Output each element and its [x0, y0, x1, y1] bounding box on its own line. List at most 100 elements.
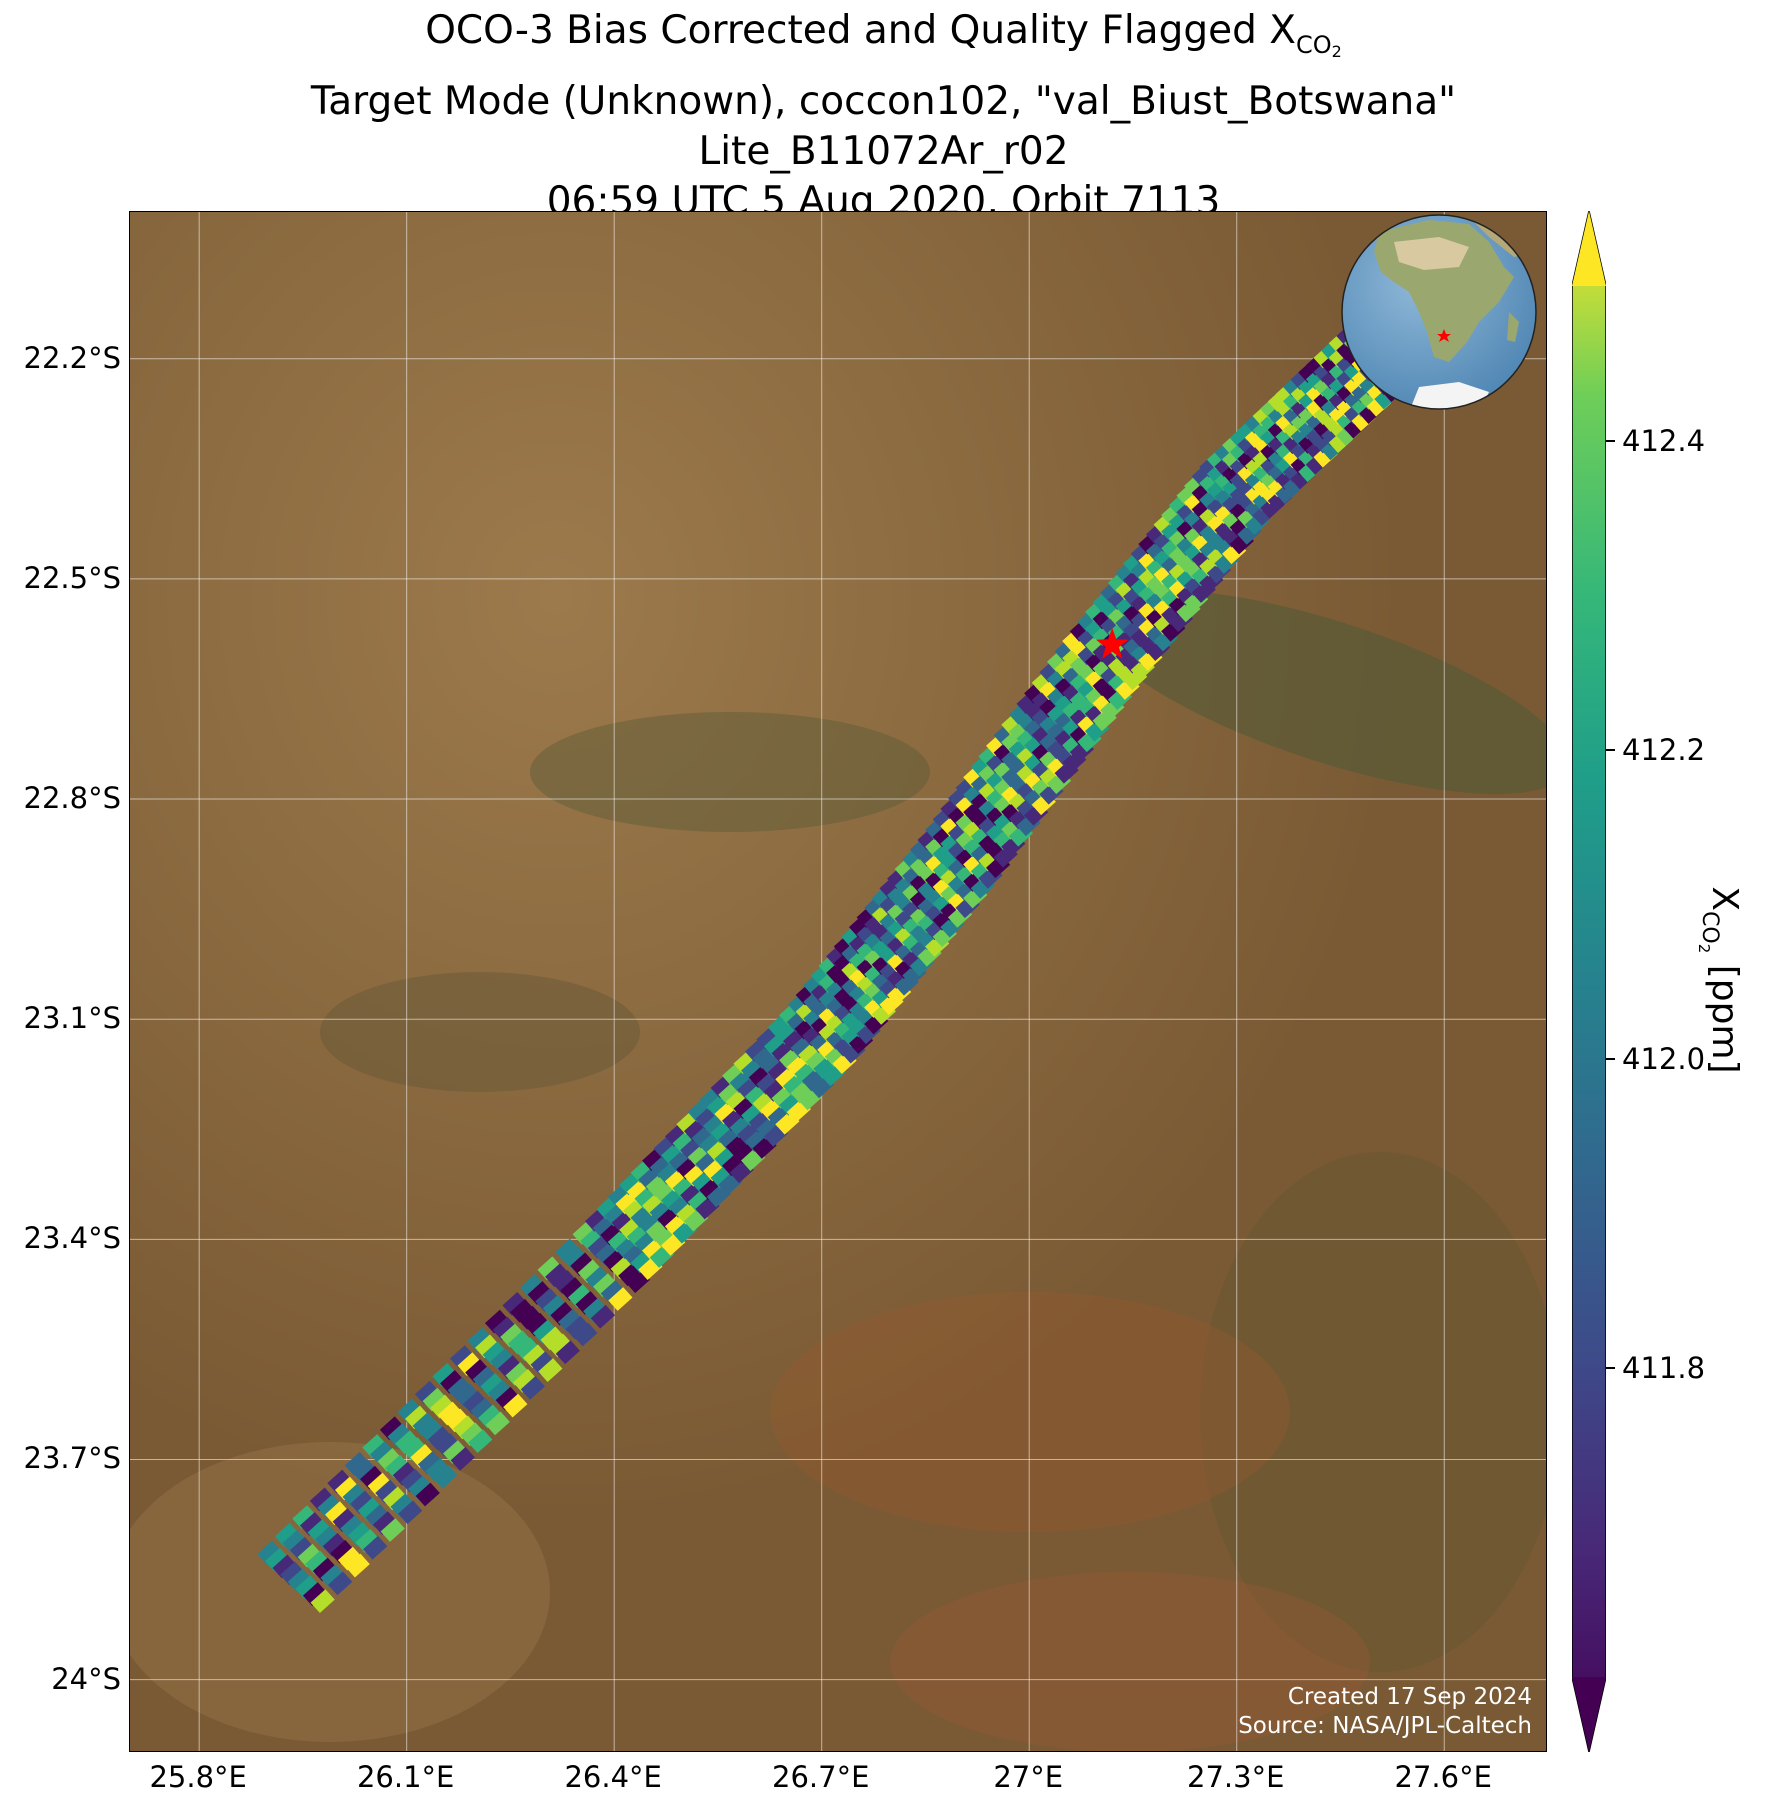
xco2-sounding	[460, 1422, 485, 1447]
xco2-sounding	[520, 1375, 545, 1400]
xco2-sounding	[585, 1266, 610, 1291]
xco2-sounding	[352, 1458, 377, 1483]
y-tick-label: 23.1°S	[23, 1001, 121, 1036]
site-marker	[1096, 627, 1129, 659]
xco2-sounding	[470, 1397, 495, 1422]
xco2-sounding	[468, 1429, 493, 1454]
y-tick-label: 22.5°S	[23, 560, 121, 595]
x-tick-label: 27.6°E	[1394, 1760, 1492, 1794]
colorbar-tick-label: 411.8	[1622, 1350, 1706, 1385]
xco2-sounding	[545, 1263, 570, 1288]
xco2-sounding	[437, 1401, 462, 1426]
xco2-sounding	[527, 1281, 552, 1305]
xco2-sounding	[447, 1376, 472, 1401]
xco2-sounding	[538, 1358, 563, 1382]
xco2-sounding	[327, 1469, 352, 1494]
xco2-sounding	[379, 1416, 405, 1441]
xco2-sounding	[369, 1441, 395, 1465]
y-tick-label: 22.2°S	[23, 340, 121, 375]
title-line-1: OCO-3 Bias Corrected and Quality Flagged…	[425, 8, 1342, 61]
xco2-sounding	[362, 1434, 387, 1458]
xco2-swath	[257, 322, 1414, 1613]
xco2-sounding	[397, 1398, 422, 1423]
map-panel[interactable]: Created 17 Sep 2024 Source: NASA/JPL-Cal…	[129, 211, 1547, 1752]
xco2-sounding	[325, 1501, 350, 1526]
xco2-sounding	[467, 1327, 492, 1352]
xco2-sounding	[590, 1304, 615, 1329]
title-line-3: Lite_B11072Ar_r02	[698, 129, 1069, 174]
xco2-sounding	[365, 1504, 390, 1529]
xco2-sounding	[400, 1468, 425, 1493]
xco2-sounding	[380, 1518, 405, 1542]
xco2-sounding	[462, 1390, 488, 1415]
xco2-sounding	[272, 1554, 297, 1579]
xco2-sounding	[432, 1363, 457, 1387]
xco2-sounding	[525, 1312, 550, 1337]
xco2-sounding	[443, 1440, 468, 1464]
xco2-sounding	[422, 1387, 447, 1412]
colorbar	[1572, 211, 1606, 1752]
globe-site-star-icon	[1437, 329, 1451, 342]
xco2-sounding	[503, 1393, 528, 1418]
colorbar-label: XCO2 [ppm]	[1695, 886, 1745, 1074]
xco2-sounding	[558, 1308, 583, 1333]
xco2-sounding	[404, 1405, 430, 1430]
xco2-sounding	[390, 1493, 415, 1518]
xco2-sounding	[608, 1287, 633, 1311]
x-tick-label: 27°E	[993, 1760, 1064, 1794]
xco2-sounding	[328, 1571, 353, 1596]
xco2-sounding	[367, 1472, 392, 1497]
y-tick-label: 24°S	[51, 1661, 121, 1696]
xco2-sounding	[412, 1412, 437, 1437]
xco2-sounding	[567, 1284, 593, 1308]
colorbar-tick-mark	[1606, 1057, 1615, 1060]
xco2-sounding	[490, 1348, 515, 1373]
xco2-sounding	[297, 1543, 322, 1568]
xco2-sounding	[355, 1528, 380, 1553]
xco2-sounding	[507, 1330, 533, 1355]
xco2-sounding	[505, 1362, 530, 1386]
xco2-sounding	[408, 1475, 433, 1500]
xco2-sounding	[425, 1457, 450, 1482]
xco2-sounding	[440, 1369, 465, 1394]
xco2-sounding	[535, 1288, 560, 1312]
xco2-sounding	[513, 1369, 538, 1393]
xco2-sounding	[565, 1315, 590, 1340]
xco2-sounding	[287, 1568, 312, 1593]
globe-inset	[1341, 214, 1537, 410]
x-tick-label: 27.3°E	[1187, 1760, 1285, 1794]
colorbar-tick-mark	[1606, 1366, 1615, 1369]
xco2-sounding	[482, 1341, 507, 1366]
xco2-sounding	[555, 1238, 580, 1263]
xco2-sounding	[274, 1523, 300, 1547]
xco2-sounding	[302, 1582, 328, 1607]
colorbar-tick-mark	[1606, 748, 1615, 751]
xco2-sounding	[435, 1433, 460, 1457]
xco2-sounding	[322, 1532, 347, 1557]
x-tick-label: 26.1°E	[356, 1760, 455, 1794]
xco2-sounding	[332, 1508, 357, 1533]
xco2-sounding	[320, 1564, 345, 1589]
xco2-sounding	[350, 1490, 375, 1515]
xco2-sounding	[375, 1479, 400, 1504]
xco2-sounding	[452, 1415, 478, 1440]
colorbar-extend-max	[1572, 211, 1606, 286]
xco2-sounding	[337, 1546, 363, 1571]
xco2-sounding	[449, 1345, 475, 1370]
y-tick-label: 23.4°S	[23, 1221, 121, 1256]
xco2-sounding	[450, 1447, 475, 1471]
figure-title: OCO-3 Bias Corrected and Quality Flagged…	[0, 6, 1767, 227]
xco2-sounding	[570, 1252, 595, 1277]
xco2-sounding	[455, 1383, 480, 1408]
xco2-sounding	[485, 1411, 510, 1436]
xco2-sounding	[502, 1291, 527, 1316]
xco2-sounding	[560, 1277, 585, 1301]
satellite-background	[130, 212, 1546, 1751]
xco2-sounding	[500, 1323, 525, 1348]
xco2-sounding	[382, 1486, 408, 1511]
title-line-2: Target Mode (Unknown), coccon102, "val_B…	[310, 79, 1457, 124]
xco2-sounding	[345, 1553, 370, 1578]
x-tick-label: 26.7°E	[772, 1760, 870, 1794]
xco2-sounding	[457, 1352, 482, 1376]
xco2-sounding	[537, 1256, 562, 1281]
